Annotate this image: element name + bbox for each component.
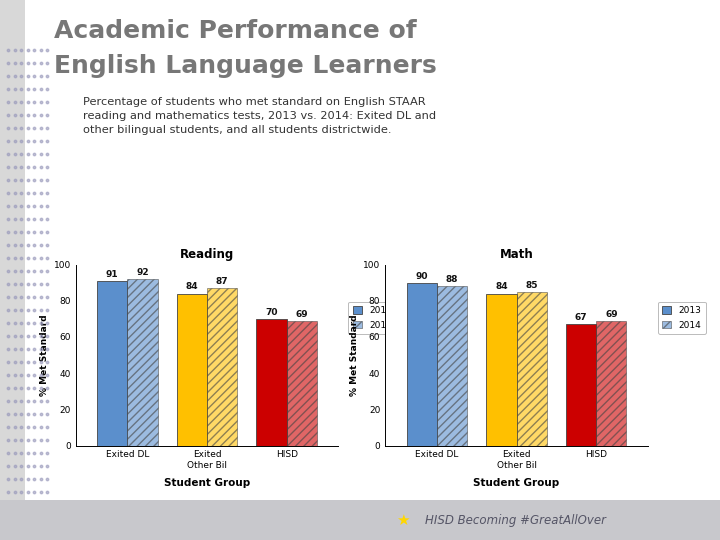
Title: Reading: Reading	[180, 248, 234, 261]
Bar	[596, 321, 626, 446]
Text: 67: 67	[575, 313, 588, 322]
X-axis label: Student Group: Student Group	[474, 478, 559, 488]
Bar	[437, 286, 467, 445]
Text: 69: 69	[295, 309, 308, 319]
X-axis label: Student Group: Student Group	[164, 478, 250, 488]
Bar	[97, 281, 127, 446]
Y-axis label: % Met Standard: % Met Standard	[40, 314, 50, 396]
Bar	[566, 325, 596, 445]
Title: Math: Math	[500, 248, 534, 261]
Text: 88: 88	[446, 275, 459, 284]
Bar	[256, 319, 287, 445]
Bar	[207, 288, 238, 446]
Text: 92: 92	[136, 268, 149, 277]
Bar	[486, 294, 517, 446]
Text: 69: 69	[605, 309, 618, 319]
Text: 91: 91	[106, 269, 119, 279]
Y-axis label: % Met Standard: % Met Standard	[350, 314, 359, 396]
Bar	[517, 292, 547, 446]
Text: 84: 84	[495, 282, 508, 292]
Bar	[127, 279, 158, 446]
Text: 90: 90	[415, 272, 428, 280]
Text: Academic Performance of: Academic Performance of	[54, 19, 417, 43]
Text: Percentage of students who met standard on English STAAR
reading and mathematics: Percentage of students who met standard …	[83, 97, 436, 135]
Text: 84: 84	[186, 282, 198, 292]
Bar	[176, 294, 207, 446]
Bar	[407, 283, 437, 446]
Text: ★: ★	[397, 512, 410, 528]
Bar	[287, 321, 317, 446]
Text: HISD Becoming #GreatAllOver: HISD Becoming #GreatAllOver	[425, 514, 606, 526]
Text: 85: 85	[526, 281, 538, 289]
Legend: 2013, 2014: 2013, 2014	[658, 302, 706, 334]
Text: 70: 70	[265, 308, 278, 316]
Text: 87: 87	[216, 277, 228, 286]
Legend: 2013, 2014: 2013, 2014	[348, 302, 396, 334]
Text: English Language Learners: English Language Learners	[54, 54, 437, 78]
Text: Source: STAAR,: Source: STAAR,	[595, 504, 648, 511]
